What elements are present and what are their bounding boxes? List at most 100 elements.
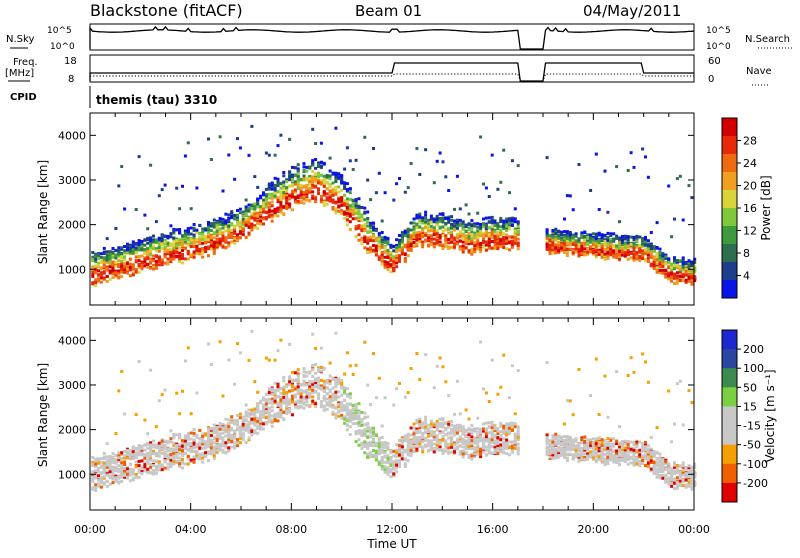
- power-cell: [291, 190, 294, 193]
- power-cell: [424, 217, 427, 220]
- power-cell: [667, 261, 670, 264]
- power-cell: [216, 234, 219, 237]
- power-cell: [653, 261, 656, 264]
- velocity-cell: [248, 437, 251, 440]
- velocity-cell: [141, 459, 144, 462]
- power-cell: [213, 225, 216, 228]
- power-cell: [256, 215, 259, 218]
- power-cell: [482, 241, 485, 244]
- power-cell: [468, 240, 471, 243]
- power-cell: [169, 244, 172, 247]
- power-cell: [169, 251, 172, 254]
- power-cell: [123, 245, 126, 248]
- velocity-cell: [149, 459, 152, 462]
- velocity-cell: [167, 454, 170, 457]
- power-cell: [615, 250, 618, 253]
- power-cell: [583, 231, 586, 234]
- power-cell: [502, 246, 505, 249]
- power-cell: [117, 246, 120, 249]
- velocity-cell: [106, 474, 109, 477]
- power-cell: [236, 214, 239, 217]
- power-cell: [184, 241, 187, 244]
- power-cell: [647, 239, 650, 242]
- power-cell: [554, 238, 557, 241]
- velocity-cell: [193, 461, 196, 464]
- velocity-cell: [265, 402, 268, 405]
- power-cell: [340, 197, 343, 200]
- power-cell: [378, 233, 381, 236]
- power-cell: [470, 223, 473, 226]
- power-cell: [103, 276, 106, 279]
- velocity-cell: [285, 409, 288, 412]
- power-cell: [268, 206, 271, 209]
- power-cell: [169, 248, 172, 251]
- power-cell: [496, 247, 499, 250]
- power-cell: [465, 225, 468, 228]
- velocity-cell: [268, 401, 271, 404]
- velocity-cell: [126, 467, 129, 470]
- power-cell: [433, 242, 436, 245]
- velocity-cell: [282, 396, 285, 399]
- power-cell: [372, 249, 375, 252]
- velocity-cell: [120, 470, 123, 473]
- power-cell: [193, 234, 196, 237]
- power-cell: [332, 194, 335, 197]
- velocity-cell: [161, 447, 164, 450]
- power-cell: [488, 241, 491, 244]
- power-cell: [641, 243, 644, 246]
- power-cell: [303, 185, 306, 188]
- power-cell: [285, 199, 288, 202]
- velocity-cell: [277, 404, 280, 407]
- power-cell: [436, 235, 439, 238]
- power-cell: [363, 238, 366, 241]
- velocity-cell: [279, 387, 282, 390]
- power-cell: [355, 159, 358, 162]
- velocity-cell: [100, 461, 103, 464]
- power-cell: [430, 243, 433, 246]
- velocity-cell: [210, 363, 213, 366]
- freq-tick-bottom: 8: [68, 74, 74, 85]
- velocity-cell: [146, 447, 149, 450]
- velocity-cell: [167, 448, 170, 451]
- velocity-cell: [242, 433, 245, 436]
- power-cell: [360, 238, 363, 241]
- power-cell: [375, 229, 378, 232]
- power-cell: [326, 187, 329, 190]
- power-cell: [659, 261, 662, 264]
- velocity-cell: [103, 469, 106, 472]
- velocity-cell: [300, 405, 303, 408]
- velocity-cell: [250, 422, 253, 425]
- power-cell: [667, 185, 670, 188]
- velocity-cell: [334, 398, 337, 401]
- power-cell: [193, 245, 196, 248]
- velocity-cell: [141, 467, 144, 470]
- power-cell: [190, 233, 193, 236]
- power-cell: [667, 275, 670, 278]
- velocity-cell: [265, 399, 268, 402]
- power-cell: [178, 228, 181, 231]
- velocity-cell: [355, 417, 358, 420]
- power-cell: [647, 244, 650, 247]
- velocity-cell: [303, 370, 306, 373]
- power-cell: [103, 257, 106, 260]
- power-cell: [268, 196, 271, 199]
- power-cell: [259, 220, 262, 223]
- power-cell: [456, 226, 459, 229]
- power-cell: [233, 178, 236, 181]
- power-cell: [274, 187, 277, 190]
- power-cell: [436, 218, 439, 221]
- power-cell: [187, 227, 190, 230]
- velocity-cell: [317, 370, 320, 373]
- power-cell: [117, 264, 120, 267]
- velocity-cell: [288, 402, 291, 405]
- velocity-cell: [201, 452, 204, 455]
- power-cell: [346, 188, 349, 191]
- velocity-cell: [129, 455, 132, 458]
- power-cell: [612, 250, 615, 253]
- power-cell: [395, 261, 398, 264]
- colorbar-tick-label: 4: [743, 270, 750, 283]
- power-cell: [248, 154, 251, 157]
- velocity-cell: [326, 397, 329, 400]
- colorbar-swatch: [722, 136, 737, 155]
